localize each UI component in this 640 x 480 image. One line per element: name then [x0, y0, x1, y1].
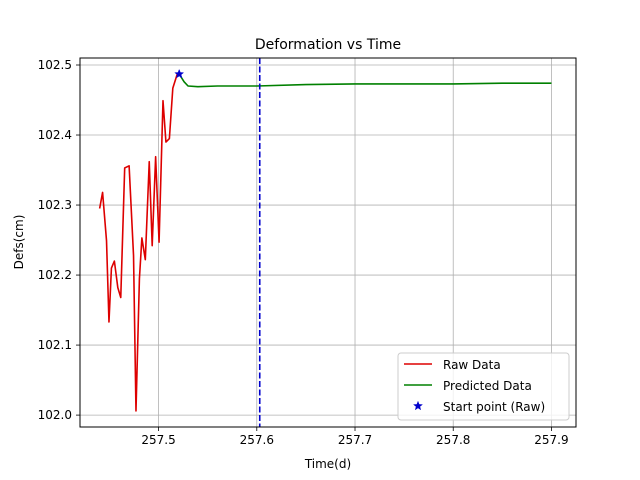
grid [80, 58, 576, 427]
x-tick-label-2: 257.7 [338, 433, 372, 447]
legend-start-star-icon [412, 400, 424, 411]
x-tick-label-3: 257.8 [436, 433, 470, 447]
legend-box [397, 352, 570, 421]
y-tick-label-5: 102.5 [38, 58, 72, 72]
y-tick-label-0: 102.0 [38, 408, 72, 422]
series-raw-data-line [98, 73, 180, 412]
x-tick-label-1: 257.6 [240, 433, 274, 447]
legend-raw-label: Raw Data [443, 358, 501, 372]
axis-ticks: 257.5 257.6 257.7 257.8 257.9 102.0 102.1 102.2… [38, 58, 569, 447]
y-axis-label: Defs(cm) [12, 215, 26, 270]
legend-star-shape [412, 400, 424, 411]
plot-area [98, 58, 552, 427]
y-tick-label-3: 102.3 [38, 198, 72, 212]
x-axis-label: Time(d) [304, 457, 351, 471]
legend: Raw Data Predicted Data Start point (Raw… [397, 352, 570, 421]
x-tick-label-0: 257.5 [141, 433, 175, 447]
y-tick-label-4: 102.4 [38, 128, 72, 142]
chart-title: Deformation vs Time [255, 37, 401, 53]
series-predicted-data-line [178, 73, 552, 88]
legend-start-label: Start point (Raw) [443, 400, 545, 414]
legend-predicted-label: Predicted Data [443, 379, 532, 393]
axes-frame [79, 57, 577, 428]
y-tick-label-1: 102.1 [38, 338, 72, 352]
start-point-marker [174, 68, 185, 79]
x-tick-label-4: 257.9 [534, 433, 568, 447]
y-tick-label-2: 102.2 [38, 268, 72, 282]
